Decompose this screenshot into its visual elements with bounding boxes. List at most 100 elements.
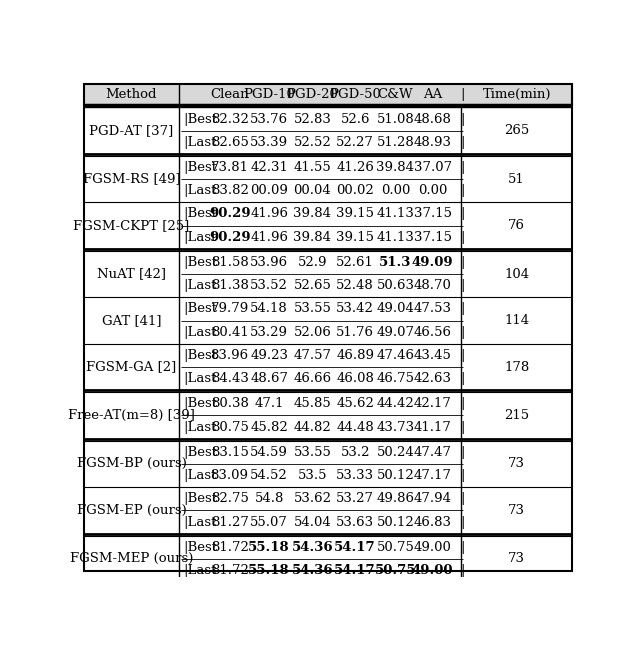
Text: 44.42: 44.42 — [376, 397, 414, 410]
Text: 51: 51 — [508, 172, 525, 185]
Text: |Last: |Last — [183, 279, 216, 292]
Text: |: | — [460, 88, 465, 101]
Text: 44.48: 44.48 — [336, 421, 374, 434]
Text: 52.61: 52.61 — [336, 256, 374, 269]
Text: 47.57: 47.57 — [294, 349, 332, 362]
Text: 53.76: 53.76 — [250, 113, 288, 126]
Text: 41.96: 41.96 — [250, 231, 288, 244]
Text: 49.00: 49.00 — [412, 564, 453, 577]
Text: 54.8: 54.8 — [255, 492, 284, 505]
Text: |Last: |Last — [183, 421, 216, 434]
Text: 53.62: 53.62 — [294, 492, 332, 505]
Text: AA: AA — [423, 88, 442, 101]
Text: 47.17: 47.17 — [413, 469, 452, 482]
Text: |Last: |Last — [183, 326, 216, 339]
Text: 42.63: 42.63 — [413, 372, 452, 385]
Text: |Last: |Last — [183, 372, 216, 385]
Text: FGSM-MEP (ours): FGSM-MEP (ours) — [70, 552, 193, 565]
Text: |Last: |Last — [183, 516, 216, 529]
Text: 50.12: 50.12 — [376, 516, 414, 529]
Text: 39.84: 39.84 — [376, 161, 415, 174]
Text: FGSM-CKPT [25]: FGSM-CKPT [25] — [74, 219, 189, 232]
Text: 49.07: 49.07 — [376, 326, 415, 339]
Text: |: | — [460, 469, 465, 482]
Text: Clean: Clean — [211, 88, 249, 101]
Text: |: | — [460, 446, 465, 459]
Text: 84.43: 84.43 — [211, 372, 248, 385]
Text: 46.75: 46.75 — [376, 372, 415, 385]
Text: 49.86: 49.86 — [376, 492, 415, 505]
Text: 83.09: 83.09 — [211, 469, 248, 482]
Text: 81.72: 81.72 — [211, 564, 248, 577]
Text: 73.81: 73.81 — [211, 161, 248, 174]
Text: |: | — [460, 136, 465, 149]
Text: 00.09: 00.09 — [250, 184, 288, 197]
Text: 46.89: 46.89 — [336, 349, 374, 362]
Text: 54.04: 54.04 — [294, 516, 332, 529]
Text: |Best: |Best — [183, 207, 217, 220]
Text: |: | — [460, 207, 465, 220]
Text: 48.67: 48.67 — [250, 372, 288, 385]
Text: 0.00: 0.00 — [418, 184, 447, 197]
Text: 53.29: 53.29 — [250, 326, 288, 339]
Text: 50.24: 50.24 — [376, 446, 414, 459]
Text: PGD-10: PGD-10 — [243, 88, 295, 101]
Text: 90.29: 90.29 — [209, 207, 250, 220]
Text: 73: 73 — [508, 457, 525, 470]
Text: 265: 265 — [504, 124, 529, 137]
Text: 53.2: 53.2 — [340, 446, 370, 459]
Text: 53.55: 53.55 — [294, 446, 332, 459]
Text: |Best: |Best — [183, 349, 217, 362]
Text: |Best: |Best — [183, 256, 217, 269]
Text: |: | — [460, 256, 465, 269]
Text: 53.42: 53.42 — [336, 303, 374, 316]
Text: |: | — [460, 303, 465, 316]
Text: 53.33: 53.33 — [336, 469, 374, 482]
Text: 42.31: 42.31 — [250, 161, 288, 174]
Text: |Last: |Last — [183, 469, 216, 482]
Text: 83.15: 83.15 — [211, 446, 248, 459]
Text: |: | — [460, 279, 465, 292]
Text: 47.47: 47.47 — [413, 446, 452, 459]
Text: |Best: |Best — [183, 161, 217, 174]
Text: 80.41: 80.41 — [211, 326, 248, 339]
Text: 48.93: 48.93 — [413, 136, 452, 149]
Text: PGD-50: PGD-50 — [329, 88, 381, 101]
Text: 46.56: 46.56 — [413, 326, 452, 339]
Text: 83.96: 83.96 — [211, 349, 248, 362]
Text: 52.65: 52.65 — [294, 279, 332, 292]
Text: 46.83: 46.83 — [413, 516, 452, 529]
Text: |: | — [460, 540, 465, 554]
Text: |Best: |Best — [183, 303, 217, 316]
Text: |: | — [460, 397, 465, 410]
Text: 41.96: 41.96 — [250, 207, 288, 220]
Text: 54.18: 54.18 — [250, 303, 288, 316]
Text: 90.29: 90.29 — [209, 231, 250, 244]
Text: |: | — [460, 516, 465, 529]
Text: GAT [41]: GAT [41] — [102, 314, 161, 327]
Text: 52.52: 52.52 — [294, 136, 332, 149]
Text: 81.58: 81.58 — [211, 256, 248, 269]
Text: 54.59: 54.59 — [250, 446, 288, 459]
Text: |Last: |Last — [183, 184, 216, 197]
Text: |Last: |Last — [183, 136, 216, 149]
Text: 82.65: 82.65 — [211, 136, 248, 149]
Text: |: | — [460, 349, 465, 362]
Text: Free-AT(m=8) [39]: Free-AT(m=8) [39] — [68, 409, 195, 422]
Text: 55.07: 55.07 — [250, 516, 288, 529]
Text: |: | — [460, 421, 465, 434]
Text: 54.17: 54.17 — [334, 564, 376, 577]
Text: 46.08: 46.08 — [336, 372, 374, 385]
Text: 49.09: 49.09 — [412, 256, 453, 269]
Text: 47.94: 47.94 — [413, 492, 452, 505]
Text: 52.06: 52.06 — [294, 326, 332, 339]
Text: |: | — [460, 231, 465, 244]
Text: 51.28: 51.28 — [376, 136, 414, 149]
Text: 52.9: 52.9 — [298, 256, 327, 269]
Text: 82.75: 82.75 — [211, 492, 248, 505]
Text: |Best: |Best — [183, 446, 217, 459]
Text: 43.45: 43.45 — [413, 349, 452, 362]
Text: 46.66: 46.66 — [293, 372, 332, 385]
Text: |Last: |Last — [183, 231, 216, 244]
Text: 53.96: 53.96 — [250, 256, 288, 269]
